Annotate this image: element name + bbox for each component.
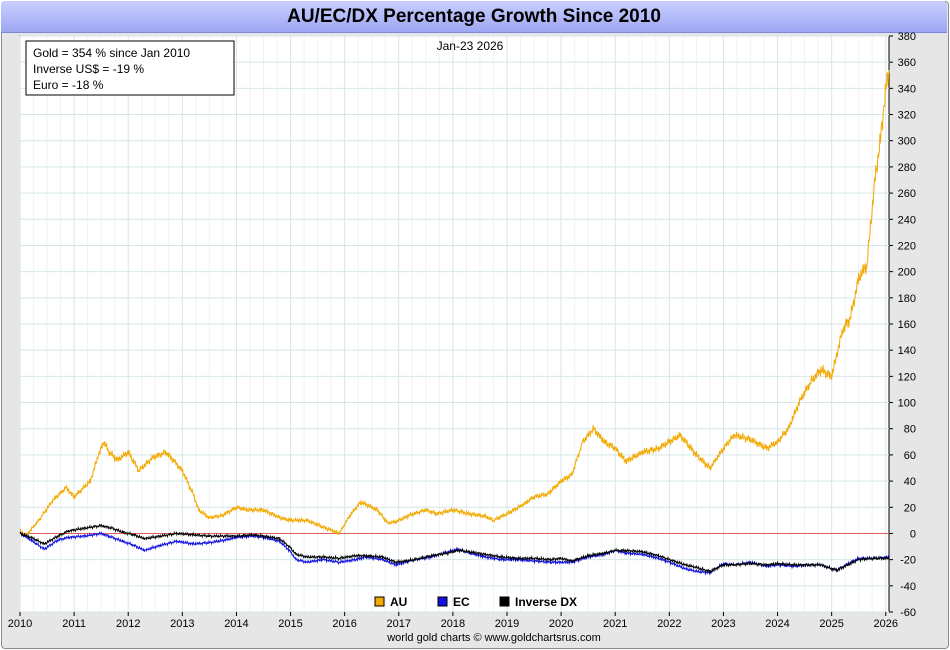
x-tick-label: 2022 xyxy=(657,618,681,630)
y-tick-label: 380 xyxy=(898,31,916,43)
series-line-au xyxy=(19,69,890,537)
y-tick-label: 0 xyxy=(910,528,916,540)
x-tick-label: 2012 xyxy=(116,618,140,630)
legend: AU EC Inverse DX xyxy=(374,595,577,609)
y-tick-label: 300 xyxy=(898,136,916,148)
y-tick-label: 80 xyxy=(904,424,916,436)
info-box-line: Euro = -18 % xyxy=(33,78,104,92)
y-tick-label: 120 xyxy=(898,371,916,383)
x-tick-label: 2025 xyxy=(819,618,843,630)
x-tick-label: 2017 xyxy=(387,618,411,630)
legend-swatch xyxy=(374,596,385,607)
credit-text: world gold charts © www.goldchartsrus.co… xyxy=(386,632,601,644)
series-group xyxy=(19,69,890,576)
x-tick-label: 2023 xyxy=(711,618,735,630)
info-box-line: Gold = 354 % since Jan 2010 xyxy=(33,46,190,60)
y-tick-label: 340 xyxy=(898,83,916,95)
info-box: Gold = 354 % since Jan 2010 Inverse US$ =… xyxy=(25,40,235,96)
x-axis: 2010 2011 2012 2013 2014 2015 2016 2017 2018 2019… xyxy=(8,612,898,630)
y-tick-label: 240 xyxy=(898,214,916,226)
y-tick-label: 260 xyxy=(898,188,916,200)
y-tick-label: 20 xyxy=(904,502,916,514)
x-tick-label: 2016 xyxy=(332,618,356,630)
y-tick-label: 280 xyxy=(898,162,916,174)
y-tick-label: 360 xyxy=(898,57,916,69)
series-line-inverse-dx xyxy=(19,523,890,575)
y-tick-label: -20 xyxy=(900,555,916,567)
x-tick-label: 2011 xyxy=(62,618,86,630)
y-tick-label: 140 xyxy=(898,345,916,357)
chart-title: AU/EC/DX Percentage Growth Since 2010 xyxy=(1,1,947,33)
y-tick-label: 160 xyxy=(898,319,916,331)
legend-swatch xyxy=(499,596,510,607)
y-tick-label: 40 xyxy=(904,476,916,488)
y-tick-label: 180 xyxy=(898,293,916,305)
y-tick-label: 220 xyxy=(898,240,916,252)
grid-lines xyxy=(19,35,889,613)
x-tick-label: 2018 xyxy=(441,618,465,630)
x-tick-label: 2013 xyxy=(170,618,194,630)
x-tick-label: 2021 xyxy=(603,618,627,630)
x-tick-label: 2010 xyxy=(8,618,32,630)
legend-label: AU xyxy=(390,595,407,609)
x-tick-label: 2014 xyxy=(224,618,248,630)
y-tick-label: 100 xyxy=(898,398,916,410)
x-tick-label: 2019 xyxy=(495,618,519,630)
legend-label: EC xyxy=(453,595,470,609)
y-tick-label: 60 xyxy=(904,450,916,462)
y-tick-label: -40 xyxy=(900,581,916,593)
y-axis: -60 -40 -20 0 20 40 60 80 100 120 140 160 180 200 220 2… xyxy=(889,31,916,619)
y-tick-label: 320 xyxy=(898,110,916,122)
y-tick-label: 200 xyxy=(898,267,916,279)
x-tick-label: 2026 xyxy=(874,618,898,630)
x-tick-label: 2015 xyxy=(278,618,302,630)
date-label: Jan-23 2026 xyxy=(437,39,504,53)
y-tick-label: -60 xyxy=(900,607,916,619)
legend-swatch xyxy=(437,596,448,607)
x-tick-label: 2024 xyxy=(765,618,789,630)
info-box-line: Inverse US$ = -19 % xyxy=(33,62,144,76)
x-tick-label: 2020 xyxy=(549,618,573,630)
legend-label: Inverse DX xyxy=(515,595,577,609)
